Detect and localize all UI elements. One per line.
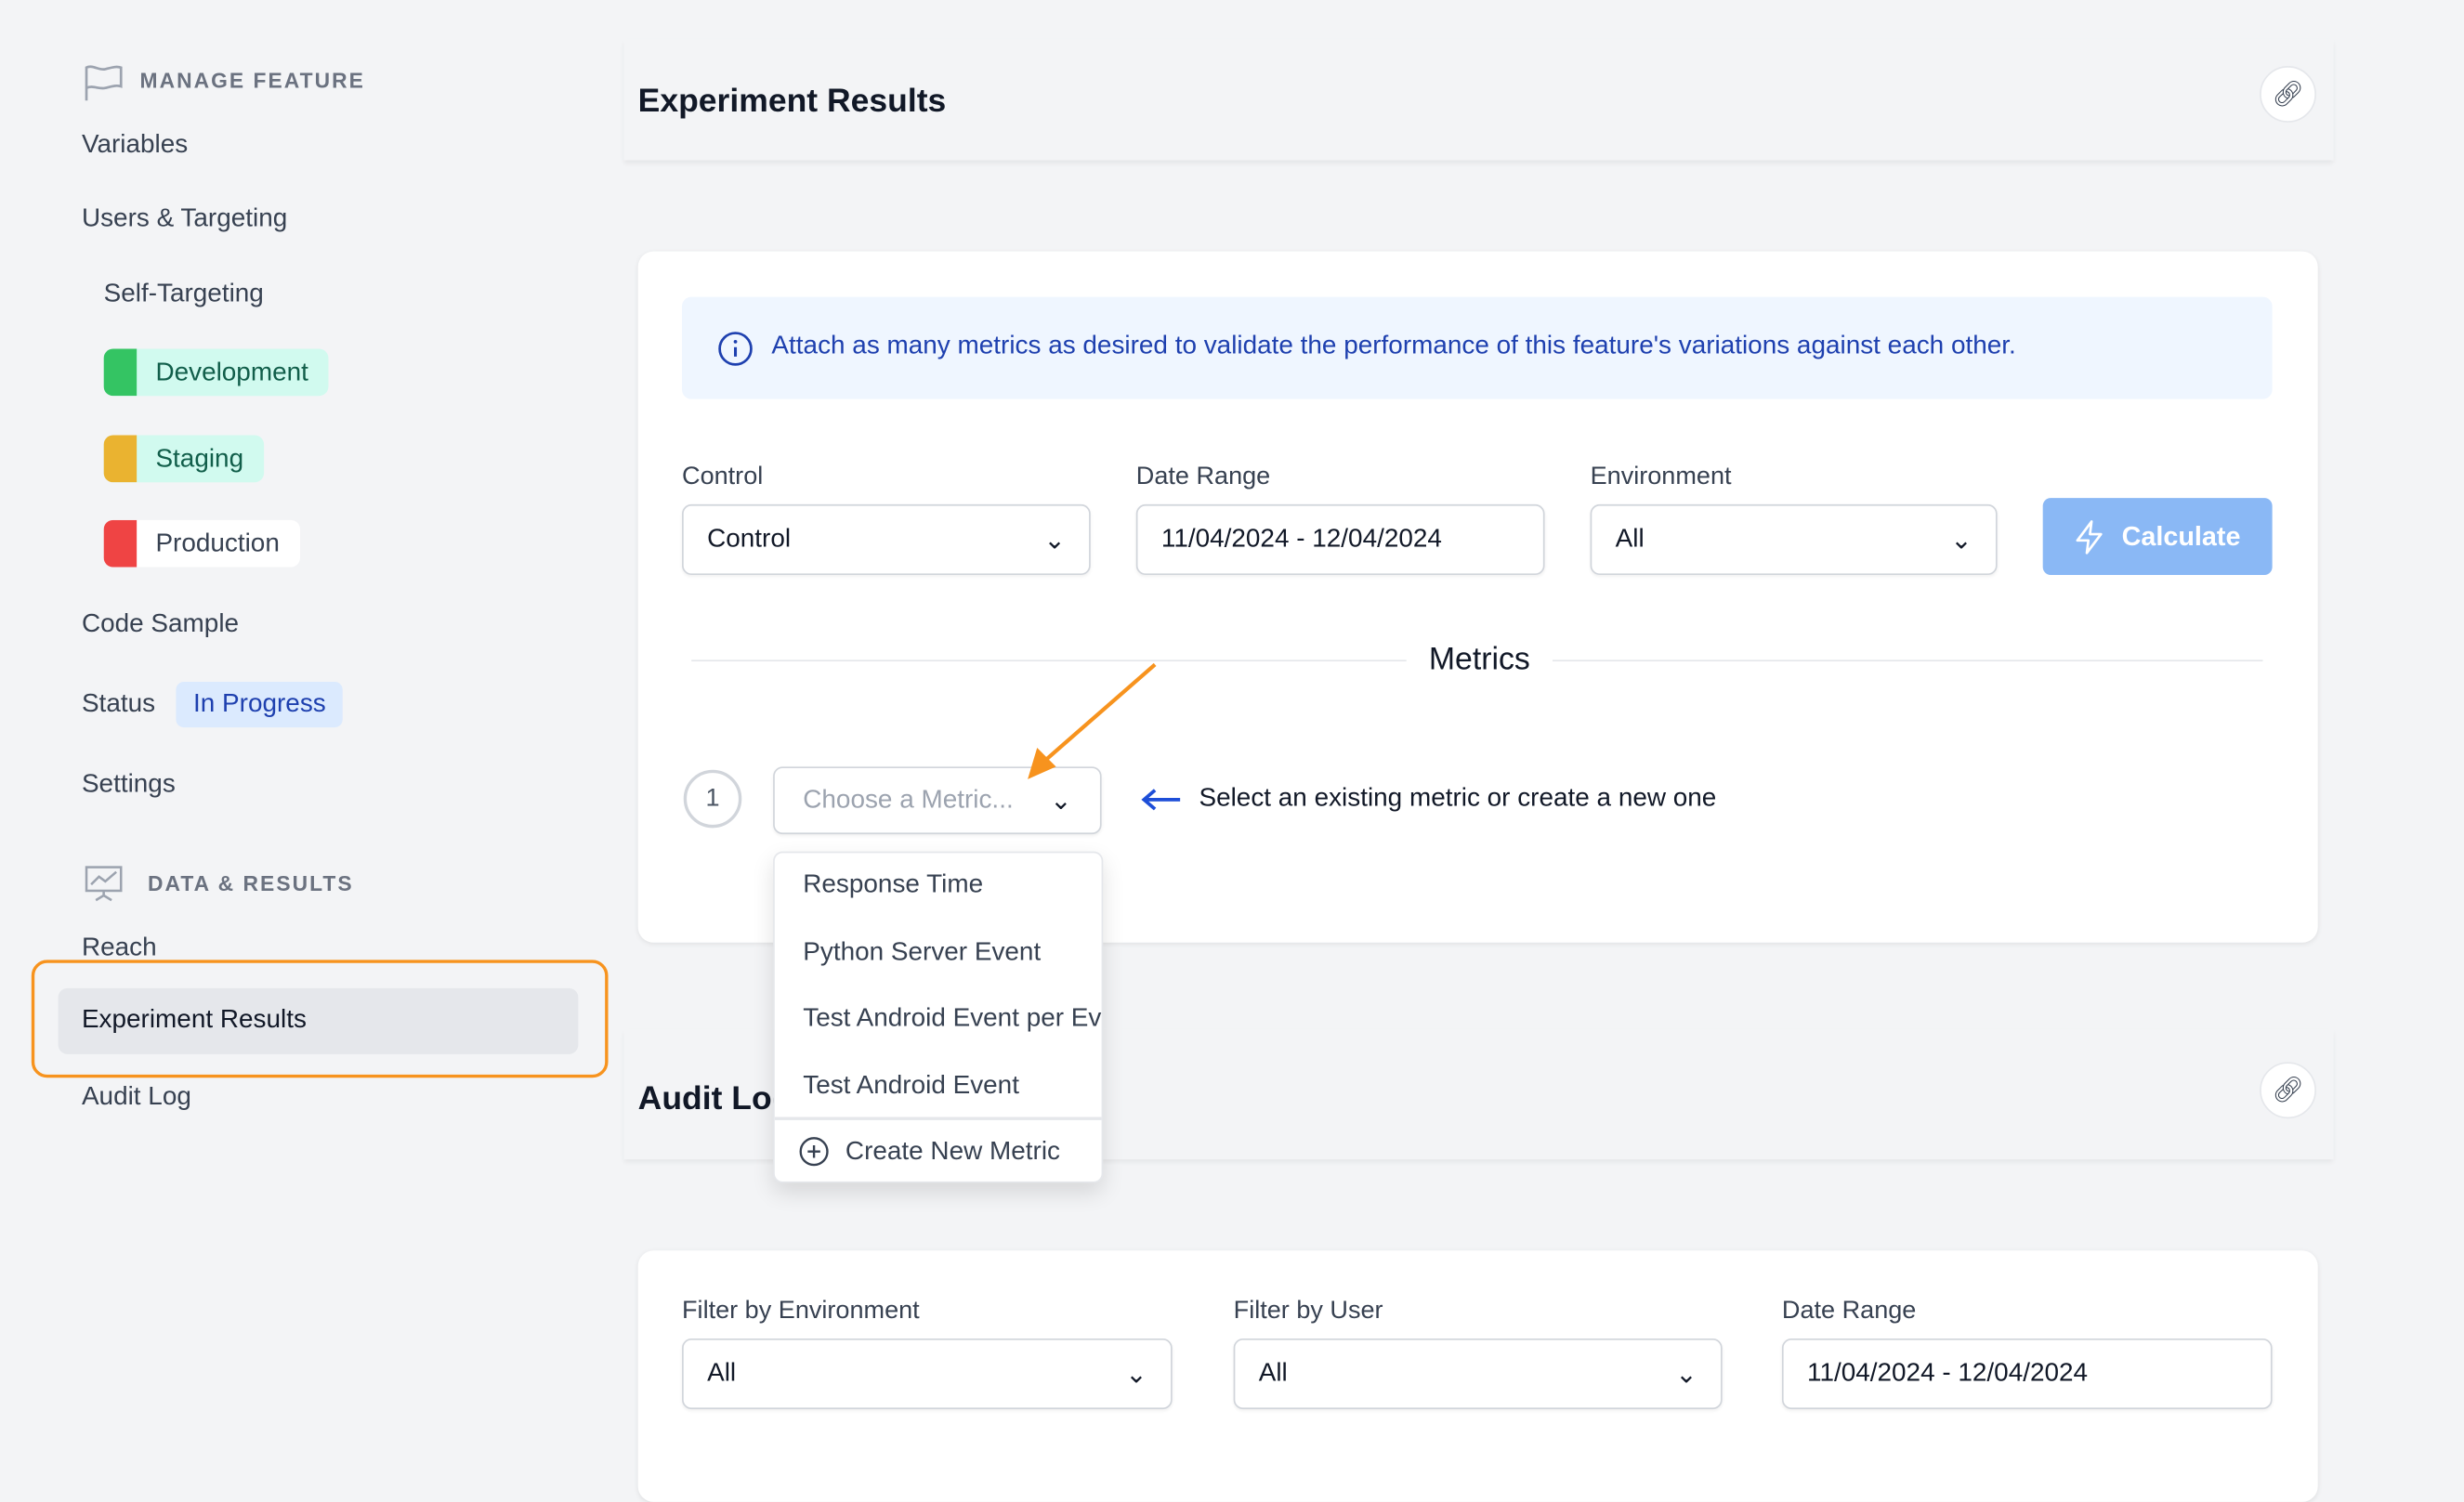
info-icon — [718, 332, 753, 366]
filter-environment-value: All — [707, 1358, 737, 1388]
annotation-arrow-icon — [1028, 662, 1157, 779]
filter-environment-label: Filter by Environment — [682, 1298, 920, 1325]
sidebar-item-variables[interactable]: Variables — [81, 130, 189, 159]
env-production[interactable]: Production — [103, 519, 300, 568]
calculate-label: Calculate — [2121, 520, 2241, 551]
env-label: Production — [155, 529, 280, 557]
metrics-heading: Metrics — [1428, 642, 1530, 677]
option-test-android-event[interactable]: Test Android Event — [803, 1071, 1019, 1100]
divider — [774, 1117, 1102, 1120]
env-staging[interactable]: Staging — [103, 435, 265, 483]
section-manage-feature: MANAGE FEATURE — [139, 69, 365, 93]
filter-environment-select[interactable]: All ⌄ — [682, 1338, 1173, 1410]
audit-date-value: 11/04/2024 - 12/04/2024 — [1806, 1358, 2089, 1388]
audit-date-label: Date Range — [1781, 1298, 1917, 1325]
highlight-outline — [31, 960, 609, 1078]
flag-icon — [85, 65, 123, 101]
env-color-swatch — [103, 519, 138, 568]
info-banner: Attach as many metrics as desired to val… — [682, 296, 2273, 399]
env-color-swatch — [103, 435, 138, 483]
lightning-icon — [2076, 519, 2103, 554]
audit-log-title: Audit Log — [637, 1080, 793, 1117]
create-new-metric-option[interactable]: Create New Metric — [798, 1136, 1060, 1168]
experiment-results-header: Experiment Results — [623, 39, 2334, 161]
create-new-metric-label: Create New Metric — [845, 1136, 1060, 1166]
control-value: Control — [707, 524, 792, 554]
sidebar-item-audit-log[interactable]: Audit Log — [81, 1082, 191, 1111]
section-data-results: DATA & RESULTS — [147, 871, 354, 896]
metric-hint: Select an existing metric or create a ne… — [1199, 783, 1717, 813]
chevron-down-icon: ⌄ — [1950, 525, 1973, 555]
option-response-time[interactable]: Response Time — [803, 869, 984, 899]
page-title: Experiment Results — [637, 83, 947, 120]
sidebar-item-code-sample[interactable]: Code Sample — [81, 609, 240, 638]
metric-select[interactable]: Choose a Metric... ⌄ — [773, 766, 1102, 835]
chevron-down-icon: ⌄ — [1050, 786, 1072, 815]
info-text: Attach as many metrics as desired to val… — [771, 331, 2016, 360]
divider — [1553, 660, 2263, 662]
filter-user-value: All — [1258, 1358, 1288, 1388]
arrow-left-icon — [1141, 789, 1181, 811]
control-label: Control — [682, 463, 764, 490]
status-label: Status — [81, 689, 156, 718]
metric-dropdown-menu: Response Time Python Server Event Test A… — [773, 851, 1104, 1183]
presentation-chart-icon — [85, 866, 123, 902]
copy-link-button[interactable]: 🔗︎ — [2260, 66, 2316, 123]
sidebar-item-self-targeting[interactable]: Self-Targeting — [103, 280, 264, 308]
env-development[interactable]: Development — [103, 348, 329, 397]
audit-date-input[interactable]: 11/04/2024 - 12/04/2024 — [1781, 1338, 2273, 1410]
plus-circle-icon — [799, 1137, 829, 1167]
calculate-button[interactable]: Calculate — [2042, 498, 2273, 576]
sidebar-item-label: Experiment Results — [81, 1005, 307, 1034]
metric-placeholder: Choose a Metric... — [803, 785, 1014, 815]
divider — [691, 660, 1407, 662]
date-range-input[interactable]: 11/04/2024 - 12/04/2024 — [1135, 503, 1545, 576]
env-label: Staging — [155, 443, 244, 473]
link-icon: 🔗︎ — [2272, 1078, 2304, 1104]
chevron-down-icon: ⌄ — [1675, 1359, 1697, 1389]
env-color-swatch — [103, 348, 138, 397]
filter-user-select[interactable]: All ⌄ — [1233, 1338, 1723, 1410]
date-range-label: Date Range — [1135, 463, 1271, 490]
environment-value: All — [1615, 524, 1645, 554]
link-icon: 🔗︎ — [2272, 81, 2304, 109]
sidebar-item-experiment-results[interactable]: Experiment Results — [58, 987, 579, 1054]
environment-label: Environment — [1590, 463, 1732, 490]
status-badge[interactable]: In Progress — [176, 682, 344, 728]
filter-user-label: Filter by User — [1233, 1298, 1383, 1325]
sidebar-item-settings[interactable]: Settings — [81, 769, 176, 799]
chevron-down-icon: ⌄ — [1043, 525, 1066, 555]
env-label: Development — [155, 357, 308, 386]
copy-link-button[interactable]: 🔗︎ — [2260, 1062, 2316, 1119]
date-range-value: 11/04/2024 - 12/04/2024 — [1160, 524, 1442, 554]
sidebar-item-users-targeting[interactable]: Users & Targeting — [81, 203, 288, 233]
option-test-android-event-per-event[interactable]: Test Android Event per Event — [803, 1003, 1102, 1033]
environment-select[interactable]: All ⌄ — [1590, 503, 1998, 576]
chevron-down-icon: ⌄ — [1125, 1359, 1147, 1389]
metric-index-badge: 1 — [683, 769, 742, 829]
control-select[interactable]: Control ⌄ — [682, 503, 1091, 576]
option-python-server-event[interactable]: Python Server Event — [803, 937, 1042, 967]
sidebar-item-reach[interactable]: Reach — [81, 933, 157, 962]
